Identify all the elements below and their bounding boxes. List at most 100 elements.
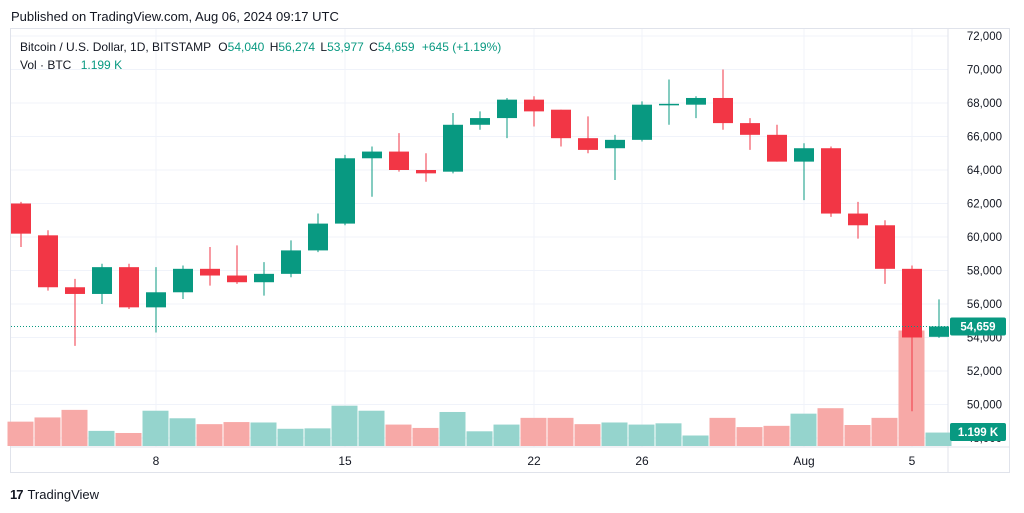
y-tick-label: 60,000 [967, 232, 1002, 244]
x-axis: 8 15 22 26 Aug 5 [153, 454, 916, 468]
grid [11, 29, 1009, 472]
volume-bars [7, 330, 952, 446]
candle-body [92, 267, 112, 294]
candle-body [389, 151, 409, 170]
volume-bar [574, 424, 601, 446]
volume-bar [520, 417, 547, 446]
volume-bar [763, 425, 790, 446]
volume-bar [439, 411, 466, 446]
candle-body [11, 203, 31, 234]
volume-bar [682, 435, 709, 446]
candle-body [119, 267, 139, 308]
y-tick-label: 62,000 [967, 199, 1002, 211]
tradingview-logo-icon: 17 [10, 487, 24, 502]
candle-body [335, 158, 355, 224]
candle-body [470, 118, 490, 125]
volume-bar [385, 424, 412, 446]
volume-bar [7, 421, 34, 446]
volume-bar [628, 424, 655, 446]
y-tick-label: 50,000 [967, 400, 1002, 412]
x-tick-label: 15 [338, 454, 352, 468]
high-label: H [269, 40, 279, 54]
candle-body [929, 326, 949, 337]
x-tick-label: 8 [153, 454, 160, 468]
volume-bar [925, 432, 952, 446]
change-value: +645 (+1.19%) [421, 40, 502, 54]
candle-body [227, 275, 247, 283]
volume-bar [790, 413, 817, 446]
last-price-badge-label: 54,659 [960, 321, 995, 333]
candle-body [524, 99, 544, 112]
candle-body [821, 148, 841, 214]
candle-body [848, 213, 868, 226]
candles [11, 69, 949, 412]
volume-bar [250, 422, 277, 446]
x-tick-label: 26 [635, 454, 649, 468]
x-tick-label: 22 [527, 454, 541, 468]
x-tick-label: Aug [793, 454, 814, 468]
x-tick-label: 5 [909, 454, 916, 468]
candle-body [605, 139, 625, 149]
candle-body [902, 268, 922, 338]
volume-bar [34, 417, 61, 446]
y-tick-label: 58,000 [967, 266, 1002, 278]
volume-bar [736, 427, 763, 446]
volume-bar [844, 425, 871, 446]
y-tick-label: 52,000 [967, 366, 1002, 378]
candle-body [281, 250, 301, 274]
candle-body [308, 223, 328, 251]
chart-frame[interactable] [10, 28, 1010, 473]
y-axis: 72,000 70,000 68,000 66,000 64,000 62,000 60,0… [967, 31, 1002, 445]
volume-bar [196, 424, 223, 446]
volume-bar [115, 432, 142, 446]
legend-ohlc-row: Bitcoin / U.S. Dollar, 1D, BITSTAMP O54,… [20, 38, 501, 56]
y-tick-label: 64,000 [967, 165, 1002, 177]
candle-body [578, 138, 598, 150]
candle-body [767, 134, 787, 162]
volume-bar [61, 409, 88, 446]
tradingview-logo[interactable]: 17 TradingView [10, 487, 99, 502]
low-label: L [320, 40, 328, 54]
candle-body [659, 103, 679, 106]
last-volume-badge-label: 1.199 K [958, 427, 999, 439]
candle-body [146, 292, 166, 308]
volume-bar [277, 428, 304, 446]
candle-body [713, 97, 733, 124]
candle-body [254, 273, 274, 283]
candle-body [632, 104, 652, 140]
volume-bar [304, 428, 331, 446]
last-price-badge [950, 317, 1006, 336]
candle-body [443, 124, 463, 172]
candle-body [875, 225, 895, 269]
close-label: C [369, 40, 378, 54]
volume-bar [547, 417, 574, 446]
legend: Bitcoin / U.S. Dollar, 1D, BITSTAMP O54,… [20, 38, 501, 74]
volume-label: Vol · BTC [20, 58, 72, 72]
volume-bar [871, 417, 898, 446]
candle-body [38, 235, 58, 288]
y-tick-label: 66,000 [967, 132, 1002, 144]
volume-bar [412, 427, 439, 446]
volume-bar [817, 408, 844, 446]
open-value: 54,040 [227, 40, 265, 54]
candle-body [416, 170, 436, 174]
volume-bar [493, 424, 520, 446]
candle-body [551, 109, 571, 139]
candle-body [740, 123, 760, 135]
open-label: O [218, 40, 228, 54]
low-value: 53,977 [327, 40, 364, 54]
volume-bar [169, 418, 196, 446]
symbol-label: Bitcoin / U.S. Dollar, 1D, BITSTAMP [20, 40, 211, 54]
high-value: 56,274 [278, 40, 316, 54]
close-value: 54,659 [377, 40, 415, 54]
candle-body [173, 268, 193, 293]
volume-bar [142, 410, 169, 446]
published-note: Published on TradingView.com, Aug 06, 20… [11, 9, 339, 24]
y-tick-label: 54,000 [967, 333, 1002, 345]
candle-body [65, 287, 85, 294]
price-badges: 54,659 1.199 K [950, 317, 1006, 441]
y-tick-label: 56,000 [967, 299, 1002, 311]
candle-body [362, 151, 382, 159]
volume-bar [601, 422, 628, 446]
